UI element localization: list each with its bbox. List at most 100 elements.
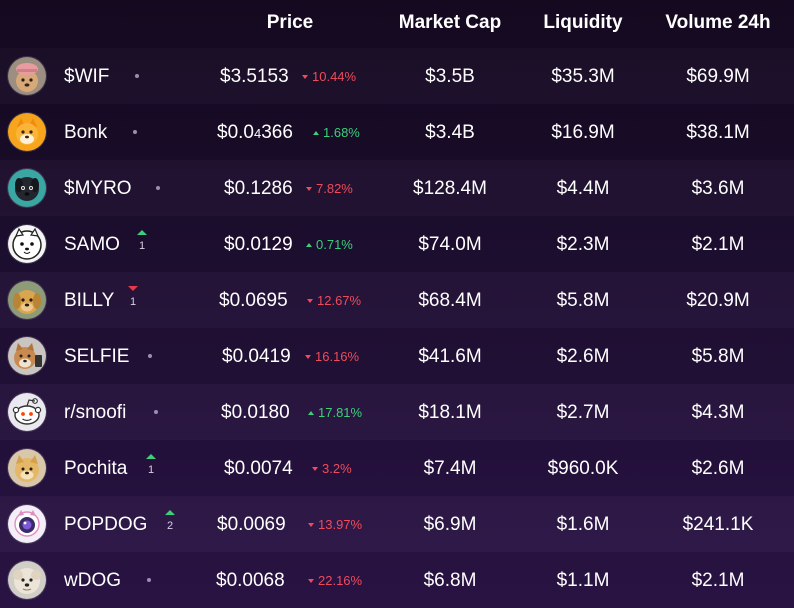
rank-change: 1 — [135, 230, 149, 252]
header-market-cap[interactable]: Market Cap — [398, 12, 502, 33]
volume-24h-value: $241.1K — [682, 514, 754, 535]
market-cap-value: $6.8M — [423, 570, 477, 591]
market-cap-value: $74.0M — [418, 234, 482, 255]
price-main: $0.0068 — [216, 570, 285, 591]
token-name[interactable]: $MYRO — [64, 178, 132, 199]
header-price[interactable]: Price — [266, 12, 314, 33]
liquidity-value: $2.3M — [556, 234, 610, 255]
price-main: $0.0695 — [219, 290, 288, 311]
price-main: $0.0129 — [224, 234, 293, 255]
token-name[interactable]: SAMO — [64, 234, 120, 255]
token-price: $0.0068 — [216, 570, 285, 592]
token-price: $0.0180 — [221, 402, 290, 424]
token-name[interactable]: wDOG — [64, 570, 121, 591]
rank-change-value: 1 — [147, 464, 155, 476]
price-change: 1.68% — [313, 125, 360, 140]
price-change-value: 12.67% — [317, 293, 362, 308]
rank-change: 1 — [126, 286, 140, 308]
price-change: 0.71% — [306, 237, 353, 252]
liquidity-value: $960.0K — [547, 458, 619, 479]
caret-down-icon — [306, 186, 312, 191]
rank-up-arrow-icon — [165, 510, 175, 515]
price-main: $0.0 — [217, 122, 254, 143]
token-price: $0.1286 — [224, 178, 293, 200]
table-row[interactable]: Pochita 1 $0.0074 3.2% $7.4M $960.0K $2.6M — [0, 440, 794, 496]
price-change: 7.82% — [306, 181, 353, 196]
market-cap-value: $7.4M — [423, 458, 477, 479]
liquidity-value: $2.7M — [556, 402, 610, 423]
price-change: 16.16% — [305, 349, 359, 364]
table-row[interactable]: wDOG $0.0068 22.16% $6.8M $1.1M $2.1M — [0, 552, 794, 608]
market-cap-value: $3.5B — [425, 66, 475, 87]
market-cap-value: $3.4B — [425, 122, 475, 143]
token-name[interactable]: Pochita — [64, 458, 128, 479]
table-row[interactable]: Bonk $0.04366 1.68% $3.4B $16.9M $38.1M — [0, 104, 794, 160]
rank-change-value: 1 — [129, 296, 137, 308]
table-row[interactable]: BILLY 1 $0.0695 12.67% $68.4M $5.8M $20.9M — [0, 272, 794, 328]
cream-dog-icon — [8, 449, 46, 487]
volume-24h-value: $38.1M — [686, 122, 750, 143]
fluffy-dog-icon — [8, 561, 46, 599]
token-name[interactable]: Bonk — [64, 122, 108, 143]
table-row[interactable]: POPDOG 2 $0.0069 13.97% $6.9M $1.6M $241.1K — [0, 496, 794, 552]
table-row[interactable]: $MYRO $0.1286 7.82% $128.4M $4.4M $3.6M — [0, 160, 794, 216]
liquidity-value: $2.6M — [556, 346, 610, 367]
rank-change-value: 2 — [166, 520, 174, 532]
price-change: 17.81% — [308, 405, 362, 420]
token-name[interactable]: $WIF — [64, 66, 110, 87]
samoyed-dog-icon — [8, 225, 46, 263]
price-change-value: 13.97% — [318, 517, 363, 532]
volume-24h-value: $3.6M — [691, 178, 745, 199]
token-price: $0.0695 — [219, 290, 288, 312]
token-price: $0.04366 — [217, 122, 293, 144]
price-main: $0.0069 — [217, 514, 286, 535]
token-name[interactable]: r/snoofi — [64, 402, 127, 423]
rank-unchanged-dot-icon — [156, 186, 160, 190]
rank-change: 2 — [163, 510, 177, 532]
caret-up-icon — [306, 242, 312, 247]
price-change-value: 10.44% — [312, 69, 357, 84]
price-change: 22.16% — [308, 573, 362, 588]
rank-unchanged-dot-icon — [154, 410, 158, 414]
volume-24h-value: $20.9M — [686, 290, 750, 311]
caret-down-icon — [308, 578, 314, 583]
golden-dog-icon — [8, 281, 46, 319]
header-volume-24h[interactable]: Volume 24h — [665, 12, 771, 33]
price-main: $3.5153 — [220, 66, 289, 87]
table-row[interactable]: SELFIE $0.0419 16.16% $41.6M $2.6M $5.8M — [0, 328, 794, 384]
table-row[interactable]: r/snoofi $0.0180 17.81% $18.1M $2.7M $4.3M — [0, 384, 794, 440]
price-main: $0.0419 — [222, 346, 291, 367]
table-row[interactable]: $WIF $3.5153 10.44% $3.5B $35.3M $69.9M — [0, 48, 794, 104]
price-zero-count: 4 — [253, 126, 262, 141]
volume-24h-value: $5.8M — [691, 346, 745, 367]
token-name[interactable]: BILLY — [64, 290, 115, 311]
shiba-dog-icon — [8, 113, 46, 151]
token-name[interactable]: POPDOG — [64, 514, 148, 535]
price-main: $0.0074 — [224, 458, 293, 479]
volume-24h-value: $2.1M — [691, 234, 745, 255]
token-price: $0.0074 — [224, 458, 293, 480]
token-name[interactable]: SELFIE — [64, 346, 130, 367]
token-price: $0.0419 — [222, 346, 291, 368]
black-dog-icon — [8, 169, 46, 207]
caret-down-icon — [307, 298, 313, 303]
liquidity-value: $35.3M — [551, 66, 615, 87]
caret-down-icon — [305, 354, 311, 359]
liquidity-value: $1.1M — [556, 570, 610, 591]
token-price: $3.5153 — [220, 66, 289, 88]
price-change-value: 1.68% — [323, 125, 360, 140]
rank-change: 1 — [144, 454, 158, 476]
liquidity-value: $16.9M — [551, 122, 615, 143]
rank-unchanged-dot-icon — [133, 130, 137, 134]
caret-down-icon — [312, 466, 318, 471]
rank-up-arrow-icon — [137, 230, 147, 235]
caret-down-icon — [308, 522, 314, 527]
price-change-value: 22.16% — [318, 573, 363, 588]
dog-with-hat-icon — [8, 57, 46, 95]
purple-dog-icon — [8, 505, 46, 543]
table-row[interactable]: SAMO 1 $0.0129 0.71% $74.0M $2.3M $2.1M — [0, 216, 794, 272]
liquidity-value: $1.6M — [556, 514, 610, 535]
reddit-alien-icon — [8, 393, 46, 431]
header-liquidity[interactable]: Liquidity — [543, 12, 623, 33]
market-cap-value: $128.4M — [413, 178, 487, 199]
